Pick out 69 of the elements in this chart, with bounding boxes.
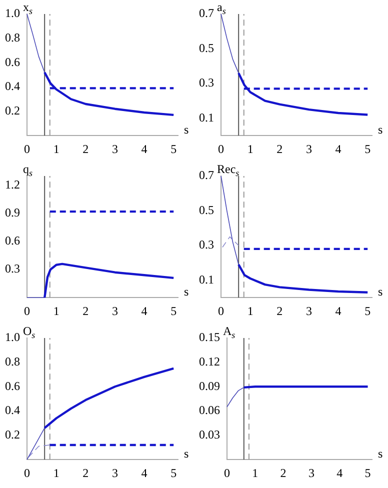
- x-tick-label: 1: [252, 466, 258, 480]
- x-tick-label: 3: [306, 142, 312, 156]
- x-tick-label: 2: [82, 304, 89, 318]
- y-tick-label: 0.09: [199, 378, 220, 393]
- y-tick-label: 1.0: [5, 330, 20, 344]
- x-tick-label: 4: [336, 466, 343, 480]
- y-tick-label: 0.15: [199, 330, 220, 344]
- x-tick-label: 5: [364, 304, 371, 318]
- y-tick-label: 0.6: [5, 378, 20, 393]
- x-tick-label: 3: [112, 142, 118, 156]
- y-tick-label: 0.8: [5, 354, 20, 368]
- y-tick-label: 0.06: [199, 403, 220, 418]
- x-tick-label: 2: [276, 304, 283, 318]
- y-tick-label: 0.03: [199, 427, 220, 442]
- y-tick-label: 0.7: [199, 6, 214, 20]
- x-tick-label: 3: [306, 304, 312, 318]
- x-axis-title: s: [184, 446, 189, 461]
- x-tick-label: 5: [170, 466, 177, 480]
- y-tick-label: 0.1: [199, 272, 214, 286]
- x-tick-label: 3: [112, 304, 118, 318]
- x-axis-title: s: [184, 122, 189, 137]
- y-tick-label: 0.6: [5, 234, 20, 248]
- x-tick-label: 4: [335, 304, 342, 318]
- y-tick-label: 0.12: [199, 354, 220, 368]
- x-tick-label: 0: [24, 304, 30, 318]
- x-tick-label: 1: [53, 304, 60, 318]
- x-tick-label: 3: [308, 466, 314, 480]
- x-tick-label: 2: [280, 466, 286, 480]
- x-tick-label: 5: [364, 466, 371, 480]
- y-tick-label: 0.6: [5, 54, 20, 69]
- y-tick-label: 0.9: [5, 206, 20, 220]
- x-tick-label: 5: [364, 142, 371, 156]
- x-tick-label: 4: [335, 142, 342, 156]
- y-tick-label: 0.3: [199, 76, 214, 90]
- x-tick-label: 5: [170, 304, 177, 318]
- y-tick-label: 1.2: [5, 178, 20, 192]
- y-tick-label: 0.7: [199, 168, 214, 182]
- x-tick-label: 0: [24, 466, 30, 480]
- x-tick-label: 4: [141, 466, 148, 480]
- x-tick-label: 2: [82, 466, 89, 480]
- x-tick-label: 0: [224, 466, 230, 480]
- x-axis-title: s: [378, 122, 383, 137]
- x-axis-title: s: [378, 446, 383, 461]
- x-axis-title: s: [184, 284, 189, 299]
- y-tick-label: 0.3: [5, 262, 20, 276]
- x-axis-title: s: [378, 284, 383, 299]
- x-tick-label: 4: [141, 304, 148, 318]
- y-tick-label: 0.8: [5, 30, 20, 44]
- x-tick-label: 3: [112, 466, 118, 480]
- x-tick-label: 4: [141, 142, 148, 156]
- y-tick-label: 1.0: [5, 6, 20, 20]
- y-tick-label: 0.1: [199, 110, 214, 124]
- x-tick-label: 5: [170, 142, 177, 156]
- x-tick-label: 1: [53, 142, 60, 156]
- x-tick-label: 1: [53, 466, 60, 480]
- y-tick-label: 0.4: [5, 403, 20, 418]
- x-tick-label: 2: [276, 142, 283, 156]
- x-tick-label: 1: [247, 304, 254, 318]
- x-tick-label: 0: [24, 142, 30, 156]
- x-tick-label: 1: [247, 142, 254, 156]
- x-tick-label: 0: [218, 142, 224, 156]
- y-tick-label: 0.5: [199, 202, 214, 217]
- x-tick-label: 0: [218, 304, 224, 318]
- y-tick-label: 0.3: [199, 238, 214, 252]
- x-tick-label: 2: [82, 142, 89, 156]
- y-tick-label: 0.5: [199, 40, 214, 55]
- y-tick-label: 0.2: [5, 427, 20, 442]
- y-tick-label: 0.4: [5, 79, 20, 94]
- y-tick-label: 0.2: [5, 103, 20, 118]
